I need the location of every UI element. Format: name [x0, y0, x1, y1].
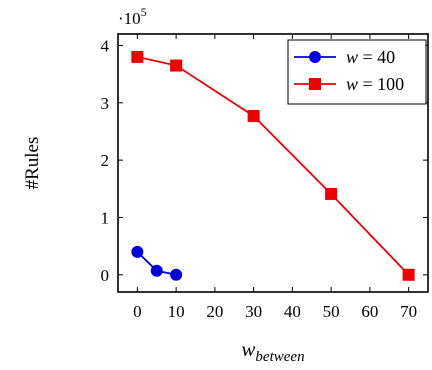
x-tick-label: 40 — [284, 302, 301, 321]
x-tick-label: 70 — [400, 302, 417, 321]
legend-entry: w = 40 — [294, 47, 395, 67]
legend-box — [287, 39, 427, 105]
data-point — [131, 50, 144, 63]
y-scale-factor: ·105 — [118, 5, 147, 28]
y-tick-label: 2 — [101, 151, 110, 170]
series-layer — [131, 50, 415, 281]
y-tick-label: 0 — [101, 266, 110, 285]
y-tick-label: 3 — [101, 94, 110, 113]
legend-variable: w — [346, 47, 358, 67]
axes-layer — [117, 33, 429, 293]
x-tick-label: 0 — [133, 302, 142, 321]
x-axis-label: wbetween — [241, 337, 304, 365]
y-tick-label: 1 — [101, 208, 110, 227]
x-tick-label: 20 — [206, 302, 223, 321]
x-tick-label: 30 — [245, 302, 262, 321]
data-point — [150, 264, 163, 277]
legend: w = 40w = 100 — [287, 39, 427, 105]
series-w100 — [131, 50, 415, 281]
y-tick-label: 4 — [101, 36, 110, 55]
data-point — [325, 187, 338, 200]
y-scale-exponent: 5 — [141, 5, 147, 19]
x-tick-label: 10 — [168, 302, 185, 321]
legend-value: = 40 — [358, 47, 395, 67]
x-tick-label: 60 — [361, 302, 378, 321]
plot-frame — [117, 33, 429, 293]
x-axis-label-subscript: between — [255, 349, 304, 365]
legend-label: w = 100 — [346, 74, 404, 94]
data-point — [247, 109, 260, 122]
y-axis-label: #Rules — [22, 137, 43, 190]
x-axis-label-main: w — [241, 337, 255, 361]
data-point — [170, 268, 183, 281]
legend-square-marker — [309, 78, 321, 90]
legend-value: = 100 — [358, 74, 404, 94]
x-tick-label: 50 — [323, 302, 340, 321]
data-point — [170, 59, 183, 72]
legend-entry: w = 100 — [294, 74, 404, 94]
legend-circle-marker — [309, 51, 321, 63]
legend-label: w = 40 — [346, 47, 395, 67]
legend-variable: w — [346, 74, 358, 94]
data-point — [402, 268, 415, 281]
series-w40 — [131, 245, 183, 281]
data-point — [131, 245, 144, 258]
